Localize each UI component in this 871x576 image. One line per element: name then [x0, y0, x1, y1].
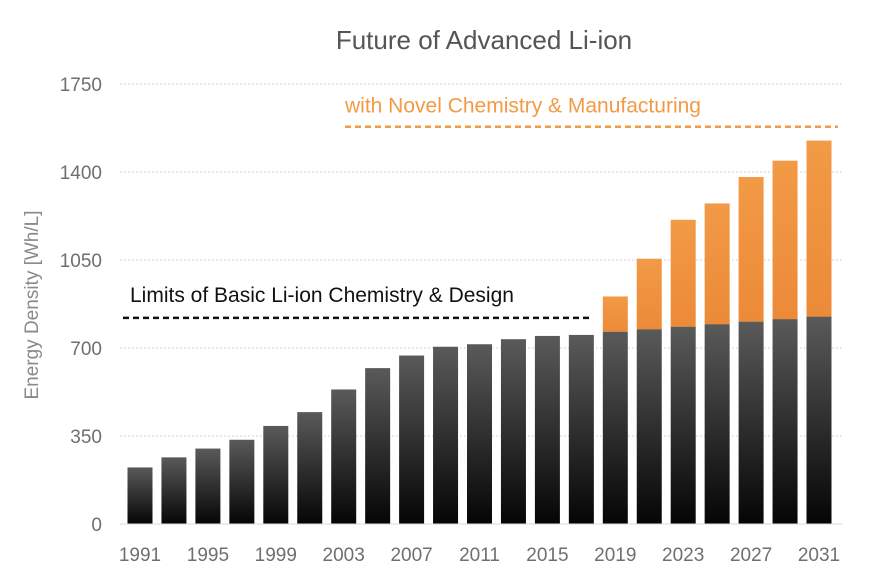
- bar-basic: [500, 339, 526, 524]
- bars: [127, 140, 832, 524]
- x-tick-label: 2011: [459, 545, 500, 566]
- bar-novel: [738, 177, 764, 322]
- chart-title: Future of Advanced Li-ion: [336, 25, 632, 55]
- y-tick-label: 350: [70, 427, 102, 448]
- bar-basic: [127, 467, 153, 524]
- x-tick-label: 2019: [594, 545, 636, 566]
- bar-novel: [602, 296, 628, 332]
- x-tick-label: 1999: [255, 545, 297, 566]
- x-axis-ticks: 1991 1995 1999 2003 2007 2011 2015 2019 2023 2027…: [119, 545, 840, 566]
- bar-basic: [568, 334, 594, 524]
- x-tick-label: 2023: [662, 545, 704, 566]
- bar-basic: [433, 346, 459, 524]
- x-tick-label: 2003: [323, 545, 365, 566]
- x-tick-label: 1991: [119, 545, 161, 566]
- bar-basic: [602, 331, 628, 524]
- x-tick-label: 2027: [730, 545, 772, 566]
- annotation-novel: with Novel Chemistry & Manufacturing: [344, 95, 701, 118]
- bar-basic: [772, 319, 798, 524]
- y-axis-ticks: 0 350 700 1050 1400 1750: [60, 75, 102, 536]
- bar-novel: [806, 140, 832, 317]
- bar-basic: [636, 329, 662, 524]
- annotations: Limits of Basic Li-ion Chemistry & Desig…: [123, 95, 838, 320]
- y-tick-label: 1750: [60, 75, 102, 96]
- bar-basic: [297, 412, 323, 524]
- bar-basic: [263, 425, 289, 524]
- bar-basic: [195, 448, 221, 524]
- bar-basic: [806, 316, 832, 524]
- bar-basic: [467, 344, 492, 524]
- bar-basic: [738, 321, 764, 524]
- x-tick-label: 2015: [526, 545, 568, 566]
- bar-basic: [670, 326, 696, 524]
- x-tick-label: 2007: [390, 545, 432, 566]
- bar-basic: [534, 335, 560, 524]
- bar-basic: [365, 368, 391, 524]
- y-axis-label: Energy Density [Wh/L]: [22, 210, 43, 399]
- bar-novel: [636, 258, 662, 330]
- bar-novel: [670, 219, 696, 327]
- annotation-basic-limit: Limits of Basic Li-ion Chemistry & Desig…: [130, 284, 514, 307]
- y-tick-label: 700: [70, 339, 102, 360]
- y-tick-label: 1050: [60, 251, 102, 272]
- x-tick-label: 2031: [798, 545, 840, 566]
- y-tick-label: 0: [91, 515, 102, 536]
- y-tick-label: 1400: [60, 163, 102, 184]
- bar-basic: [704, 324, 730, 524]
- bar-novel: [772, 160, 798, 320]
- bar-basic: [229, 439, 255, 524]
- bar-basic: [161, 457, 187, 524]
- bar-basic: [331, 389, 357, 524]
- x-tick-label: 1995: [187, 545, 229, 566]
- bar-basic: [399, 355, 425, 524]
- bar-novel: [704, 203, 730, 325]
